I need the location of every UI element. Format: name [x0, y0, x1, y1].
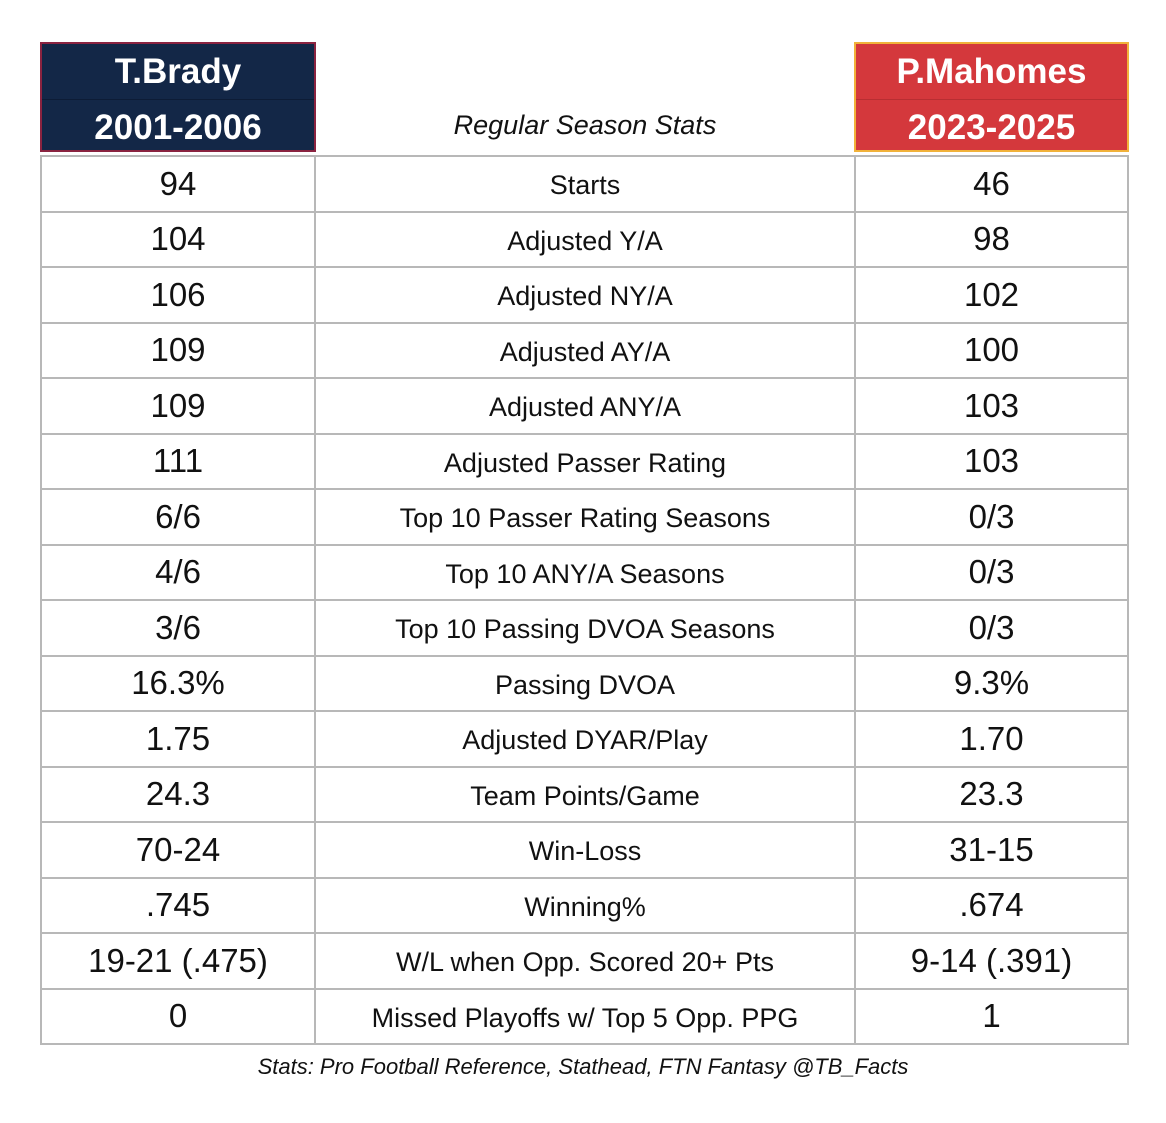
table-row: 24.3 Team Points/Game 23.3 — [42, 767, 1127, 823]
mahomes-value: 9.3% — [953, 664, 1030, 702]
brady-value: 104 — [42, 212, 316, 266]
mahomes-value: 0/3 — [968, 497, 1015, 535]
mahomes-value: 9-14 (.391) — [910, 941, 1073, 979]
mahomes-value: 46 — [973, 164, 1010, 202]
mahomes-value: 0/3 — [968, 608, 1015, 646]
table-row: .745 Winning% .674 — [42, 878, 1127, 934]
stat-label: Missed Playoffs w/ Top 5 Opp. PPG — [316, 989, 856, 1043]
stat-label: Top 10 Passing DVOA Seasons — [316, 601, 856, 655]
brady-value: 16.3% — [42, 656, 316, 710]
stat-label: Adjusted NY/A — [316, 268, 856, 322]
mahomes-value: .674 — [959, 886, 1024, 924]
table-row: 106 Adjusted NY/A 102 — [42, 268, 1127, 324]
mahomes-value: 1 — [982, 997, 1001, 1035]
table-row: 1.75 Adjusted DYAR/Play 1.70 — [42, 712, 1127, 768]
mahomes-name: P.Mahomes — [856, 44, 1127, 100]
brady-value: 3/6 — [42, 601, 316, 655]
stat-label: Adjusted DYAR/Play — [316, 712, 856, 766]
table-row: 16.3% Passing DVOA 9.3% — [42, 656, 1127, 712]
mahomes-value: 102 — [963, 275, 1020, 313]
mahomes-years: 2023-2025 — [907, 108, 1076, 147]
brady-value: 111 — [42, 434, 316, 488]
mahomes-value: 103 — [963, 386, 1020, 424]
brady-value: 4/6 — [42, 545, 316, 599]
table-row: 94 Starts 46 — [42, 157, 1127, 213]
mahomes-value: 100 — [963, 331, 1020, 369]
table-row: 111 Adjusted Passer Rating 103 — [42, 434, 1127, 490]
source-footer: Stats: Pro Football Reference, Stathead,… — [257, 1054, 909, 1079]
table-row: 109 Adjusted AY/A 100 — [42, 323, 1127, 379]
brady-value: 109 — [42, 379, 316, 433]
mahomes-header: P.Mahomes 2023-2025 — [854, 42, 1129, 152]
brady-name: T.Brady — [42, 44, 314, 100]
table-row: 104 Adjusted Y/A 98 — [42, 212, 1127, 268]
mahomes-value: 98 — [973, 220, 1010, 258]
stat-label: Adjusted ANY/A — [316, 379, 856, 433]
comparison-table: T.Brady 2001-2006 Regular Season Stats P… — [40, 42, 1129, 1045]
stat-label: Winning% — [316, 878, 856, 932]
stat-label: Win-Loss — [316, 823, 856, 877]
brady-value: 94 — [42, 157, 316, 211]
stat-label: Adjusted Passer Rating — [316, 434, 856, 488]
stat-label: Top 10 ANY/A Seasons — [316, 545, 856, 599]
table-row: 70-24 Win-Loss 31-15 — [42, 823, 1127, 879]
brady-header: T.Brady 2001-2006 — [40, 42, 316, 152]
stats-grid: 94 Starts 46 104 Adjusted Y/A 98 106 Adjusted N… — [40, 155, 1129, 1045]
table-header: T.Brady 2001-2006 Regular Season Stats P… — [40, 42, 1129, 155]
table-row: 3/6 Top 10 Passing DVOA Seasons 0/3 — [42, 601, 1127, 657]
brady-value: 19-21 (.475) — [42, 934, 316, 988]
brady-value: 70-24 — [42, 823, 316, 877]
mahomes-value: 0/3 — [968, 553, 1015, 591]
brady-value: 24.3 — [42, 767, 316, 821]
stat-label: Starts — [316, 157, 856, 211]
stat-label: Adjusted AY/A — [316, 323, 856, 377]
brady-value: 1.75 — [42, 712, 316, 766]
brady-value: 106 — [42, 268, 316, 322]
brady-value: 0 — [42, 989, 316, 1043]
table-title: Regular Season Stats — [453, 110, 717, 140]
stat-label: W/L when Opp. Scored 20+ Pts — [316, 934, 856, 988]
table-row: 6/6 Top 10 Passer Rating Seasons 0/3 — [42, 490, 1127, 546]
table-row: 0 Missed Playoffs w/ Top 5 Opp. PPG 1 — [42, 989, 1127, 1045]
mahomes-value: 31-15 — [949, 830, 1034, 868]
stat-label: Team Points/Game — [316, 767, 856, 821]
stat-label: Top 10 Passer Rating Seasons — [316, 490, 856, 544]
mahomes-value: 103 — [963, 442, 1020, 480]
stat-label: Adjusted Y/A — [316, 212, 856, 266]
mahomes-value: 23.3 — [959, 775, 1024, 813]
brady-value: 6/6 — [42, 490, 316, 544]
brady-value: .745 — [42, 878, 316, 932]
stat-label: Passing DVOA — [316, 656, 856, 710]
brady-years: 2001-2006 — [94, 108, 262, 147]
brady-value: 109 — [42, 323, 316, 377]
mahomes-value: 1.70 — [959, 719, 1024, 757]
table-row: 4/6 Top 10 ANY/A Seasons 0/3 — [42, 545, 1127, 601]
table-row: 109 Adjusted ANY/A 103 — [42, 379, 1127, 435]
table-row: 19-21 (.475) W/L when Opp. Scored 20+ Pts… — [42, 934, 1127, 990]
